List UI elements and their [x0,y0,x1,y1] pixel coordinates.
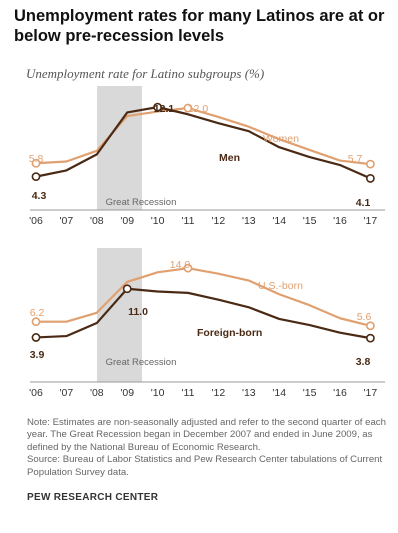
data-point-1-0-5 [183,263,193,273]
data-label-1-0-5: 14.0 [170,259,191,271]
x-tick-label-0-9: '15 [303,215,317,227]
data-label-0-1-4: 12.1 [154,103,175,115]
data-point-0-0-5 [183,103,193,113]
data-label-1-1-0: 3.9 [30,349,45,361]
x-tick-label-0-5: '11 [182,215,195,227]
note-text: Note: Estimates are non-seasonally adjus… [27,417,386,453]
series-name-1-1: Foreign-born [197,327,262,339]
data-point-1-1-0 [31,333,41,342]
series-line-0-0 [35,106,371,166]
series-name-0-1: Men [219,152,240,164]
x-tick-label-0-7: '13 [242,215,256,227]
data-label-0-1-11: 4.1 [356,197,371,209]
data-label-1-0-0: 6.2 [30,307,45,319]
series-line-0-1 [35,106,371,180]
data-point-0-1-11 [365,174,375,183]
x-tick-label-0-8: '14 [272,215,286,227]
x-tick-label-1-7: '13 [242,387,256,399]
x-tick-label-1-6: '12 [212,387,226,399]
data-label-0-1-0: 4.3 [32,190,47,202]
data-point-1-1-3 [122,284,132,294]
x-tick-label-1-4: '10 [151,387,165,399]
x-tick-label-1-11: '17 [364,387,378,399]
x-tick-label-1-9: '15 [303,387,317,399]
x-tick-label-1-1: '07 [60,387,74,399]
data-point-1-0-11 [365,321,375,331]
source-text: Source: Bureau of Labor Statistics and P… [27,454,383,478]
data-label-0-0-11: 5.7 [348,153,363,165]
x-tick-label-0-0: '06 [29,215,43,227]
series-line-1-1 [35,287,371,340]
recession-label-1: Great Recession [106,357,177,368]
note-block: Note: Estimates are non-seasonally adjus… [27,417,387,479]
x-tick-label-1-0: '06 [29,387,43,399]
data-label-1-1-11: 3.8 [356,356,371,368]
recession-label-0: Great Recession [106,197,177,208]
data-label-1-0-11: 5.6 [357,311,372,323]
x-tick-label-1-3: '09 [120,387,134,399]
recession-shade-0 [97,86,142,210]
x-tick-label-0-1: '07 [60,215,74,227]
series-name-0-0: Women [263,133,299,145]
data-label-1-1-3: 11.0 [128,306,148,318]
data-label-0-0-5: 12.0 [188,103,209,115]
series-line-1-0 [36,267,371,327]
data-point-0-1-0 [31,172,41,182]
x-tick-label-0-4: '10 [151,215,165,227]
x-tick-label-1-8: '14 [272,387,286,399]
x-tick-label-1-5: '11 [182,387,195,399]
data-point-0-0-11 [365,159,375,169]
series-name-1-0: U.S.-born [258,280,303,292]
x-tick-label-0-11: '17 [364,215,378,227]
x-tick-label-1-2: '08 [90,387,104,399]
data-point-0-0-0 [31,158,41,168]
charts-area: Great Recession '06 '07 '08 '09 '10 '11 '12 '13 '… [29,86,385,399]
data-label-0-0-0: 5.8 [29,153,44,165]
pew-logo-text: PEW RESEARCH CENTER [27,492,159,503]
data-point-1-0-0 [31,317,41,327]
data-point-0-1-4 [153,102,162,112]
x-tick-label-0-3: '09 [120,215,134,227]
chart-title: Unemployment rates for many Latinos are … [14,7,385,45]
x-tick-label-0-10: '16 [333,215,347,227]
chart-subtitle: Unemployment rate for Latino subgroups (… [26,66,265,81]
data-point-1-1-11 [365,333,375,343]
x-tick-label-0-2: '08 [90,215,104,227]
x-tick-label-0-6: '12 [212,215,226,227]
x-tick-label-1-10: '16 [333,387,347,399]
